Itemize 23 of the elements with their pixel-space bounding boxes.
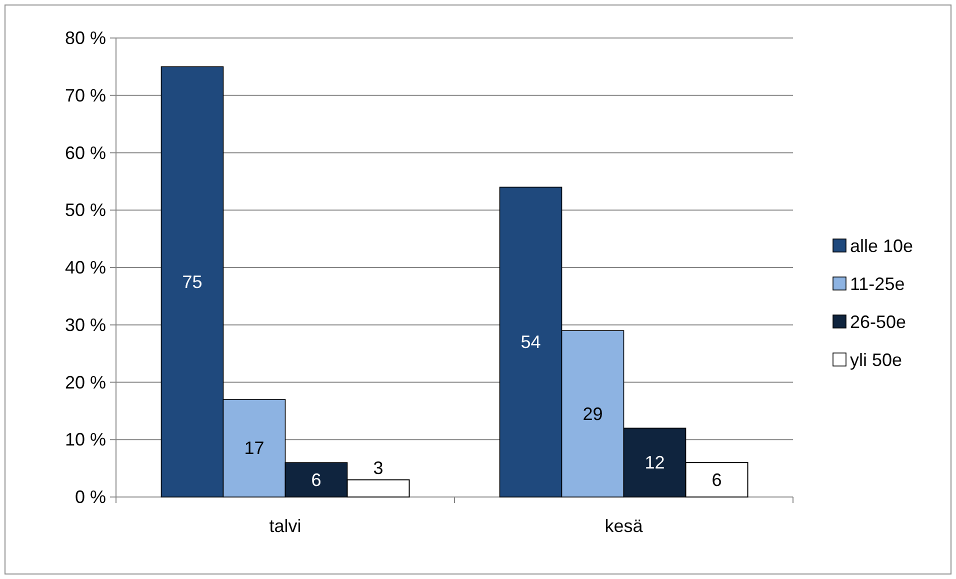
data-label: 54	[520, 332, 541, 352]
y-tick-label: 40 %	[64, 258, 106, 278]
x-tick-label: kesä	[604, 516, 644, 536]
y-tick-label: 50 %	[64, 200, 106, 220]
y-tick-label: 30 %	[64, 314, 106, 335]
y-tick-label: 20 %	[64, 372, 106, 392]
legend-label: alle 10e	[850, 236, 914, 256]
data-label: 75	[182, 272, 202, 292]
legend-label: 26-50e	[850, 312, 906, 332]
y-tick-label: 10 %	[64, 430, 106, 450]
data-label: 3	[373, 458, 384, 478]
y-tick-label: 0 %	[74, 487, 106, 507]
data-label: 12	[644, 452, 665, 473]
y-tick-label: 70 %	[64, 85, 106, 106]
legend-label: 11-25e	[850, 274, 905, 294]
y-tick-label: 80 %	[64, 28, 106, 48]
y-tick-label: 60 %	[64, 142, 106, 163]
legend-label: yli 50e	[850, 350, 902, 370]
data-label: 6	[311, 470, 322, 490]
data-label: 17	[244, 438, 264, 458]
data-label: 6	[712, 470, 722, 490]
data-label: 29	[582, 404, 603, 424]
x-tick-label: talvi	[269, 516, 302, 536]
